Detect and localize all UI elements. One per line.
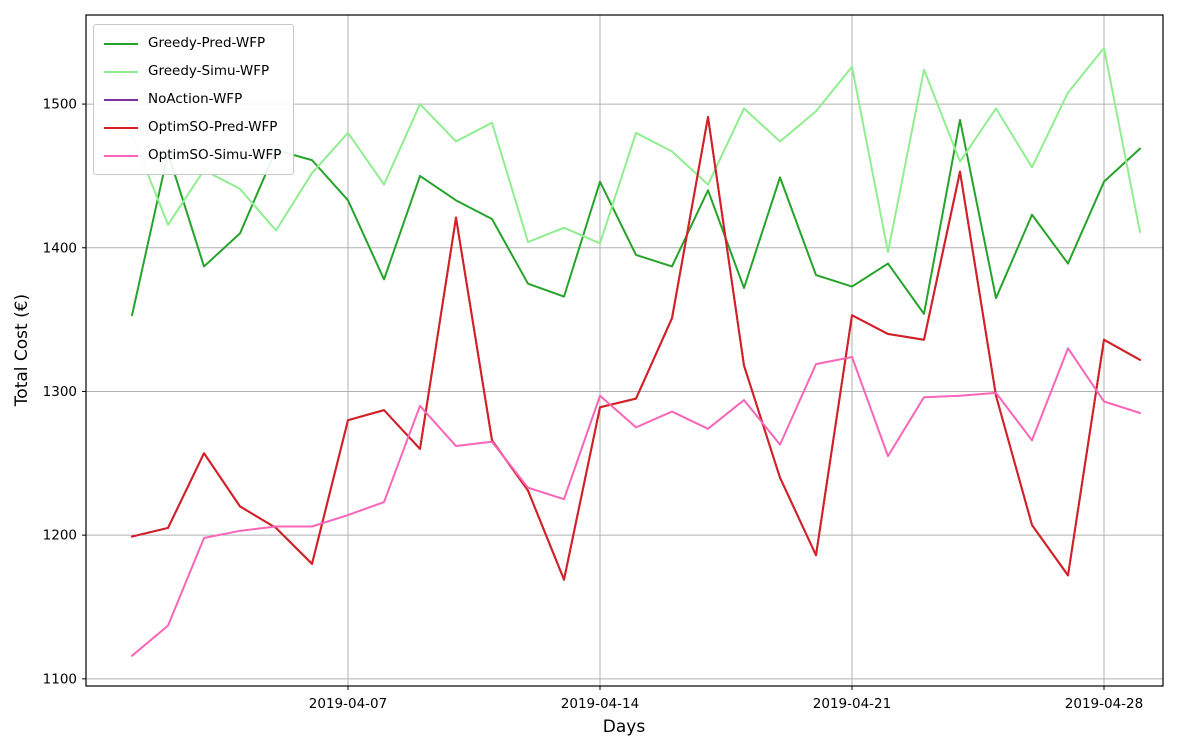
- legend-swatch: [104, 98, 138, 101]
- plot-frame: [85, 14, 1164, 687]
- legend-swatch: [104, 42, 138, 45]
- legend-swatch: [104, 70, 138, 73]
- legend-item-optimso-pred-wfp: OptimSO-Pred-WFP: [104, 117, 281, 138]
- legend-label: Greedy-Simu-WFP: [148, 63, 270, 79]
- y-tick-label: 1400: [43, 240, 77, 256]
- series-line-greedy-pred-wfp: [131, 118, 1141, 317]
- y-tick-label: 1500: [43, 97, 77, 113]
- x-tick-label: 2019-04-28: [1065, 696, 1143, 712]
- x-tick-label: 2019-04-07: [309, 696, 387, 712]
- series-line-optimso-pred-wfp: [131, 116, 1141, 581]
- x-tick-label: 2019-04-14: [561, 696, 639, 712]
- legend-label: NoAction-WFP: [148, 91, 243, 107]
- legend-item-noaction-wfp: NoAction-WFP: [104, 89, 281, 110]
- y-axis-label: Total Cost (€): [12, 293, 32, 407]
- legend-item-greedy-pred-wfp: Greedy-Pred-WFP: [104, 33, 281, 54]
- legend-swatch: [104, 126, 138, 129]
- legend-label: Greedy-Pred-WFP: [148, 35, 266, 51]
- y-tick-label: 1100: [43, 671, 77, 687]
- y-tick-label: 1300: [43, 384, 77, 400]
- y-tick-label: 1200: [43, 528, 77, 544]
- series-line-optimso-simu-wfp: [131, 347, 1141, 657]
- legend-label: OptimSO-Pred-WFP: [148, 119, 278, 135]
- legend: Greedy-Pred-WFP Greedy-Simu-WFP NoAction-W…: [93, 24, 295, 175]
- legend-item-optimso-simu-wfp: OptimSO-Simu-WFP: [104, 145, 281, 166]
- legend-label: OptimSO-Simu-WFP: [148, 147, 282, 163]
- legend-swatch: [104, 154, 138, 157]
- x-axis-label: Days: [602, 717, 646, 737]
- legend-item-greedy-simu-wfp: Greedy-Simu-WFP: [104, 61, 281, 82]
- series-line-greedy-simu-wfp: [131, 47, 1141, 254]
- x-tick-label: 2019-04-21: [813, 696, 891, 712]
